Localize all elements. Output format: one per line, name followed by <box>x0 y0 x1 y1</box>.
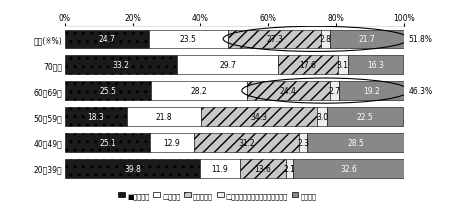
Text: 2.3: 2.3 <box>297 138 308 147</box>
Bar <box>200 159 239 178</box>
Text: 34.3: 34.3 <box>250 112 267 121</box>
Legend: ■対応済み, □対応中, 図対応予定, □対応したいが方法がわからない, 図未対応: ■対応済み, □対応中, 図対応予定, □対応したいが方法がわからない, 図未対… <box>118 192 316 199</box>
Bar <box>338 82 403 101</box>
Text: 3.0: 3.0 <box>315 112 327 121</box>
Text: 39.8: 39.8 <box>124 164 140 173</box>
Bar <box>127 108 200 126</box>
Text: 46.3%: 46.3% <box>408 87 432 96</box>
Text: 24.4: 24.4 <box>279 87 296 96</box>
Bar <box>65 30 148 49</box>
Text: 2.7: 2.7 <box>327 87 339 96</box>
Text: 3.1: 3.1 <box>336 61 348 70</box>
Bar <box>151 82 246 101</box>
Bar <box>246 82 329 101</box>
Text: 11.9: 11.9 <box>211 164 228 173</box>
Text: 27.3: 27.3 <box>265 35 282 44</box>
Text: 51.8%: 51.8% <box>408 35 432 44</box>
Bar <box>65 56 177 75</box>
Text: 21.8: 21.8 <box>155 112 172 121</box>
Bar <box>65 108 127 126</box>
Text: 16.3: 16.3 <box>367 61 383 70</box>
Bar <box>320 30 330 49</box>
Bar <box>293 159 403 178</box>
Bar <box>337 56 347 75</box>
Bar <box>316 108 326 126</box>
Bar <box>193 133 299 152</box>
Text: 19.2: 19.2 <box>362 87 379 96</box>
Bar <box>277 56 337 75</box>
Bar <box>286 159 293 178</box>
Text: 13.6: 13.6 <box>254 164 271 173</box>
Bar <box>177 56 277 75</box>
Text: 12.9: 12.9 <box>163 138 180 147</box>
Bar <box>200 108 316 126</box>
Text: 31.2: 31.2 <box>238 138 254 147</box>
Text: 23.5: 23.5 <box>180 35 196 44</box>
Text: 24.7: 24.7 <box>98 35 115 44</box>
Bar <box>65 159 200 178</box>
Text: 29.7: 29.7 <box>219 61 236 70</box>
Bar <box>307 133 403 152</box>
Text: 25.5: 25.5 <box>100 87 116 96</box>
Text: 2.1: 2.1 <box>283 164 295 173</box>
Bar <box>150 133 193 152</box>
Text: 22.5: 22.5 <box>356 112 373 121</box>
Text: 32.6: 32.6 <box>339 164 356 173</box>
Bar <box>347 56 402 75</box>
Text: 18.3: 18.3 <box>88 112 104 121</box>
Bar <box>65 133 150 152</box>
Bar <box>228 30 320 49</box>
Text: 28.2: 28.2 <box>190 87 207 96</box>
Text: 25.1: 25.1 <box>99 138 116 147</box>
Bar <box>326 108 402 126</box>
Text: 2.8: 2.8 <box>319 35 331 44</box>
Bar <box>299 133 307 152</box>
Bar <box>239 159 286 178</box>
Bar <box>148 30 228 49</box>
Text: 28.5: 28.5 <box>346 138 363 147</box>
Bar <box>330 30 403 49</box>
Bar <box>329 82 338 101</box>
Text: 33.2: 33.2 <box>113 61 129 70</box>
Text: 17.6: 17.6 <box>299 61 316 70</box>
Text: 21.7: 21.7 <box>358 35 375 44</box>
Bar <box>65 82 151 101</box>
